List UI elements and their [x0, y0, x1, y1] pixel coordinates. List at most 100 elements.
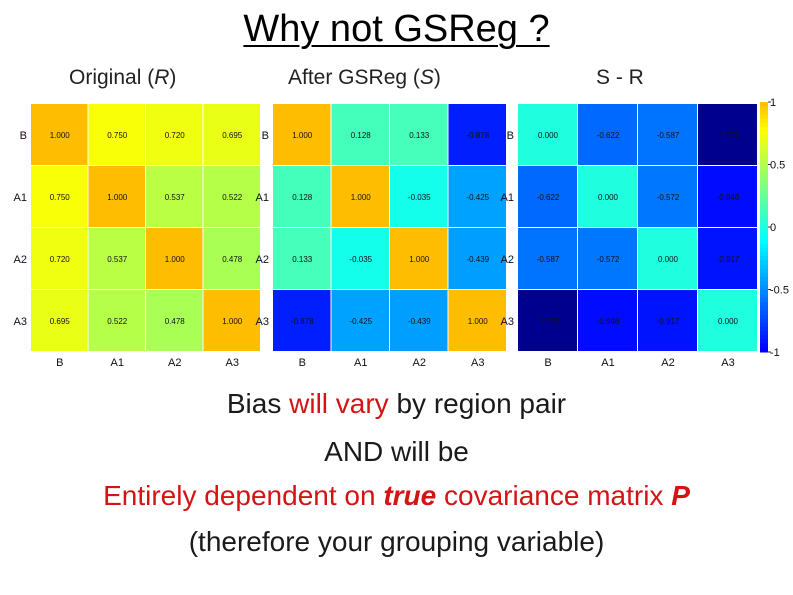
heatmap-cell — [146, 228, 203, 289]
heatmap-cell — [578, 166, 637, 227]
heatmap-cell — [31, 104, 88, 165]
heatmap-cell — [146, 166, 203, 227]
heatmap-cell — [518, 166, 577, 227]
caption-3b: true — [383, 480, 437, 511]
heatmap-charts: 1.000 0.750 0.720 0.695 0.750 1.000 0.537 0.522… — [14, 97, 789, 369]
cell-label: -0.035 — [349, 255, 372, 264]
heatmap-cell — [273, 104, 331, 165]
colorbar-segment — [760, 189, 768, 195]
colorbar-segment — [760, 135, 768, 140]
row-tick-label: A3 — [256, 316, 269, 328]
cell-label: 0.522 — [107, 317, 128, 326]
cell-label: 0.695 — [222, 131, 243, 140]
cell-label: 0.000 — [718, 317, 739, 326]
label-after-var: S — [419, 66, 434, 89]
colorbar-segment — [760, 143, 768, 149]
colorbar-segment — [760, 147, 768, 153]
label-diff: S - R — [596, 66, 644, 89]
caption-line-1: Bias will vary by region pair — [0, 386, 793, 422]
colorbar-segment — [760, 256, 768, 261]
cell-label: -0.425 — [466, 193, 489, 202]
cell-label: 0.478 — [165, 317, 186, 326]
caption-line-4: (therefore your grouping variable) — [188, 526, 605, 557]
cell-label: 0.720 — [165, 131, 186, 140]
cell-label: -0.439 — [466, 255, 489, 264]
colorbar-segment — [760, 177, 768, 182]
heatmap-cell — [203, 166, 260, 227]
cell-label: 0.128 — [351, 131, 372, 140]
colorbar-segment — [760, 297, 768, 303]
heatmap-cell — [331, 228, 389, 289]
colorbar-segment — [760, 214, 768, 220]
colorbar-segment — [760, 106, 768, 111]
cell-label: 0.000 — [658, 255, 679, 264]
colorbar-segment — [760, 185, 768, 190]
colorbar-segment — [760, 118, 768, 124]
heatmap-cell — [88, 290, 145, 351]
row-tick-label: A3 — [14, 316, 27, 328]
cell-label: 1.000 — [222, 317, 243, 326]
caption-3d: P — [671, 480, 690, 511]
colorbar-segment — [760, 164, 768, 170]
heatmap-cell — [698, 290, 757, 351]
colorbar-segment — [760, 268, 768, 274]
colorbar-segment — [760, 239, 768, 245]
caption-line-3: Entirely dependent on true covariance ma… — [0, 478, 793, 514]
heatmap-cell — [578, 290, 637, 351]
cell-label: 0.133 — [292, 255, 313, 264]
cell-label: 0.695 — [50, 317, 71, 326]
cell-label: 0.478 — [222, 255, 243, 264]
heatmap-cell — [273, 228, 331, 289]
heatmap-cell — [203, 228, 260, 289]
colorbar-segment — [760, 264, 768, 270]
colorbar-segment — [760, 231, 768, 236]
caption-line-2: AND will be — [324, 436, 469, 467]
heatmap-cell — [448, 104, 506, 165]
cell-label: -0.587 — [657, 131, 680, 140]
cell-label: 1.000 — [351, 193, 372, 202]
heatmap-cell — [31, 228, 88, 289]
heatmap-cell — [390, 104, 448, 165]
colorbar-segment — [760, 156, 768, 161]
cell-label: -0.878 — [466, 131, 489, 140]
colorbar-segment — [760, 193, 768, 199]
colorbar-segment — [760, 339, 768, 345]
heatmap-cell — [698, 104, 757, 165]
heatmap-cell — [331, 104, 389, 165]
cell-label: 1.000 — [468, 317, 489, 326]
heatmap-cell — [390, 228, 448, 289]
colorbar-tick-label: -0.5 — [770, 285, 789, 297]
heatmap-cell — [448, 290, 506, 351]
cell-label: 0.537 — [165, 193, 186, 202]
colorbar-segment — [760, 139, 768, 145]
col-tick-label: A1 — [601, 357, 614, 369]
colorbar-segment — [760, 222, 768, 228]
colorbar-segment — [760, 281, 768, 286]
colorbar-segment — [760, 327, 768, 332]
cell-label: -0.917 — [717, 255, 740, 264]
colorbar-segment — [760, 227, 768, 232]
colorbar-segment — [760, 202, 768, 207]
colorbar-tick-label: -1 — [770, 347, 780, 359]
heatmap-cell — [698, 166, 757, 227]
label-original-prefix: Original ( — [69, 66, 155, 89]
caption-3a: Entirely dependent on — [103, 480, 384, 511]
heatmap-cell — [88, 228, 145, 289]
heatmap-cell — [146, 290, 203, 351]
col-tick-label: A2 — [168, 357, 181, 369]
colorbar-segment — [760, 335, 768, 340]
colorbar-segment — [760, 152, 768, 157]
cell-label: 1.000 — [409, 255, 430, 264]
row-tick-label: A1 — [256, 192, 269, 204]
label-after-suffix: ) — [433, 66, 441, 89]
heatmap-cell — [390, 290, 448, 351]
heatmap-cell — [31, 166, 88, 227]
col-tick-label: B — [299, 357, 306, 369]
row-tick-label: A1 — [14, 192, 27, 204]
cell-label: -0.587 — [537, 255, 560, 264]
colorbar-segment — [760, 260, 768, 265]
cell-label: 0.720 — [50, 255, 71, 264]
colorbar-segment — [760, 127, 768, 132]
colorbar-segment — [760, 289, 768, 295]
cell-label: 0.750 — [107, 131, 128, 140]
